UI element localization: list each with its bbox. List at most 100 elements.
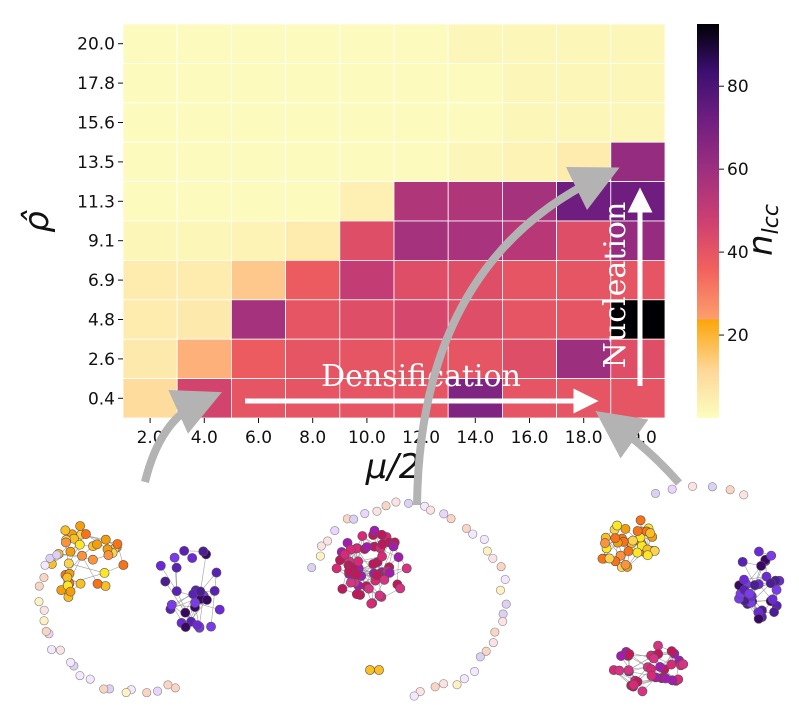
network-isolated-node	[75, 671, 85, 681]
x-tick-label: 16.0	[511, 428, 549, 448]
heatmap-cell-r1-c7	[501, 63, 557, 104]
network-isolated-node	[470, 666, 480, 676]
network-isolated-node	[99, 684, 109, 694]
network-isolated-node	[430, 682, 440, 692]
heatmap-cell-r3-c2	[230, 141, 286, 182]
heatmap	[122, 23, 666, 419]
network-node	[620, 559, 631, 570]
network-isolated-node	[482, 546, 492, 556]
heatmap-cell-r4-c7	[501, 181, 557, 222]
y-tick-label: 2.6	[88, 350, 115, 370]
network-isolated-node	[307, 563, 317, 573]
network-middle	[307, 497, 511, 701]
network-isolated-node	[121, 688, 131, 698]
network-isolated-node	[488, 638, 498, 648]
network-node	[620, 523, 631, 534]
network-isolated-node	[52, 550, 62, 560]
y-axis: 20.0 17.8 15.6 13.5 11.3 9.1 6.9 4.8 2.6 0.4	[77, 35, 123, 409]
x-tick-label: 10.0	[348, 428, 386, 448]
network-isolated-node	[142, 688, 152, 698]
network-node	[753, 613, 764, 624]
heatmap-cell-r6-c7	[501, 259, 557, 301]
heatmap-cell-r4-c0	[122, 181, 178, 222]
network-isolated-node	[315, 551, 325, 561]
x-tick-label: 4.0	[191, 428, 218, 448]
network-node	[769, 607, 779, 617]
heatmap-cell-r8-c3	[285, 338, 341, 380]
densification-label: Densification	[321, 359, 521, 394]
network-isolated-node	[498, 616, 508, 626]
connector-arrow-left	[141, 389, 222, 483]
network-node	[767, 594, 778, 605]
network-isolated-node	[153, 686, 163, 696]
network-edge	[210, 590, 215, 627]
network-node	[357, 531, 368, 541]
network-node	[660, 673, 671, 684]
network-isolated-node	[415, 687, 425, 697]
heatmap-cell-r8-c4	[339, 338, 395, 380]
heatmap-cell-r9-c3	[285, 378, 341, 419]
network-node	[648, 653, 659, 664]
network-node	[345, 577, 356, 588]
network-node	[754, 546, 764, 557]
network-isolated-node	[425, 505, 435, 515]
network-node	[81, 529, 91, 539]
network-isolated-node	[452, 680, 462, 690]
network-node	[624, 649, 635, 659]
heatmap-cell-r4-c2	[230, 181, 286, 222]
heatmap-cell-r8-c2	[230, 338, 286, 380]
heatmap-cell-r1-c0	[122, 63, 178, 104]
network-node	[655, 662, 665, 672]
colorbar-label-main: n	[741, 234, 781, 256]
network-node	[118, 560, 129, 570]
network-node	[99, 568, 110, 578]
heatmap-cell-r0-c3	[285, 23, 341, 64]
network-node	[214, 604, 225, 615]
heatmap-cell-r4-c6	[447, 181, 503, 222]
network-node	[160, 576, 171, 587]
network-node	[337, 583, 348, 594]
heatmap-cell-r8-c6	[447, 338, 503, 380]
network-isolated-node	[707, 482, 717, 492]
heatmap-cell-r2-c4	[339, 102, 395, 143]
network-node	[678, 659, 689, 670]
heatmap-cell-r7-c2	[230, 299, 286, 340]
heatmap-cell-r7-c0	[122, 299, 178, 340]
heatmap-cell-r1-c3	[285, 63, 341, 104]
network-node	[610, 533, 621, 544]
network-node	[766, 550, 777, 561]
network-node	[77, 550, 87, 561]
heatmap-cell-r6-c8	[556, 259, 612, 301]
heatmap-cell-r0-c7	[501, 23, 557, 64]
network-node	[646, 670, 657, 681]
heatmap-cell-r2-c8	[556, 102, 612, 143]
network-edge	[65, 542, 70, 574]
network-isolated-node	[391, 497, 401, 507]
network-node	[180, 607, 191, 618]
network-isolated-node	[404, 498, 414, 508]
network-node	[361, 542, 372, 552]
heatmap-cell-r5-c5	[393, 220, 449, 261]
network-left	[34, 521, 225, 698]
network-node	[374, 665, 384, 675]
heatmap-cell-r3-c4	[339, 141, 395, 182]
network-node	[211, 567, 222, 578]
network-isolated-node	[323, 536, 333, 546]
network-node	[201, 595, 212, 605]
network-node	[649, 545, 660, 556]
network-node	[75, 521, 86, 531]
network-node	[60, 525, 71, 536]
heatmap-cell-r9-c0	[122, 378, 178, 419]
heatmap-cell-r4-c3	[285, 181, 341, 222]
heatmap-cell-r2-c2	[230, 102, 286, 143]
network-node	[744, 588, 755, 599]
x-axis-label: μ/2	[365, 447, 421, 487]
network-node	[374, 590, 385, 601]
network-node	[351, 589, 362, 600]
heatmap-cell-r8-c8	[556, 338, 612, 380]
network-node	[74, 539, 85, 550]
colorbar-tick-label: 80	[727, 77, 749, 97]
connector-arrow-right	[595, 411, 683, 486]
y-tick-label: 4.8	[88, 311, 115, 331]
